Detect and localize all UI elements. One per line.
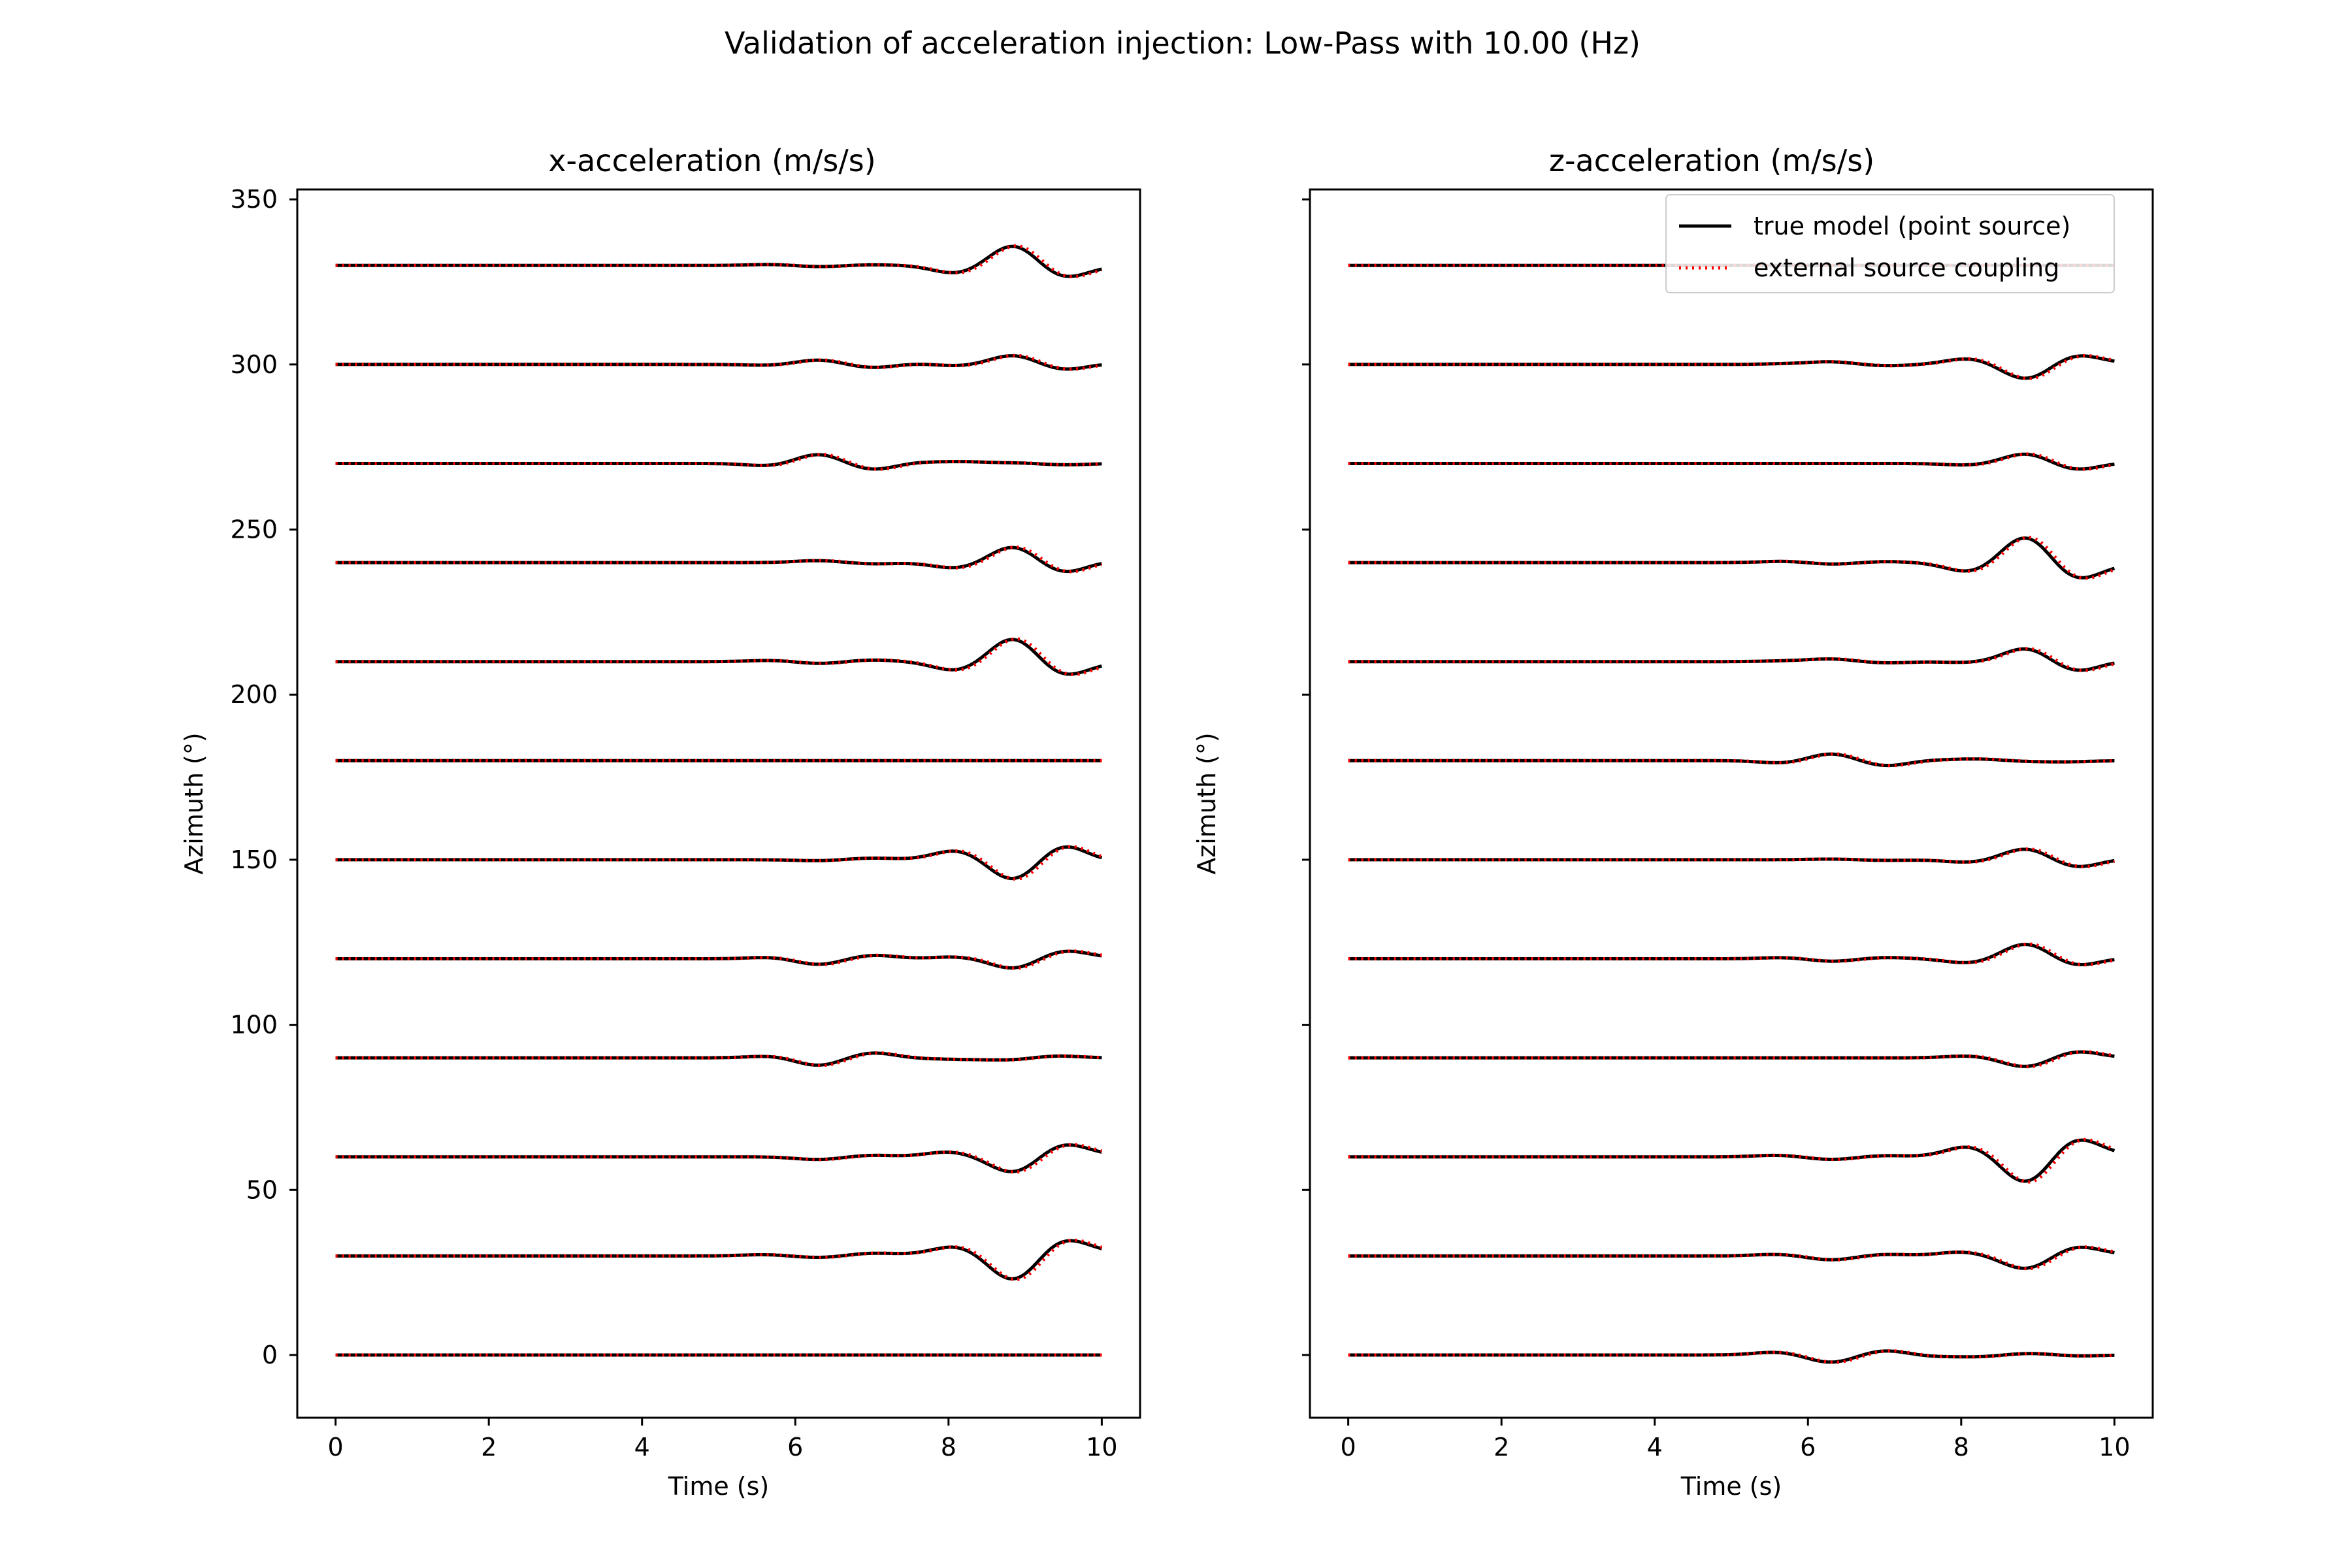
external-source-trace-270 (1348, 452, 2115, 471)
y-tick-label: 200 (230, 680, 278, 709)
true-model-trace-30 (1348, 1245, 2115, 1270)
y-tick-label: 250 (230, 515, 278, 544)
true-model-trace-270 (335, 453, 1102, 471)
z-acceleration-plot-frame (1309, 188, 2154, 1419)
true-model-trace-150 (1348, 847, 2115, 868)
external-source-trace-330 (335, 244, 1103, 278)
z-acceleration-y-axis-ticks (1302, 198, 1310, 1356)
y-tick-label: 0 (262, 1341, 278, 1369)
y-tick-label: 300 (230, 350, 278, 379)
external-source-trace-0 (1348, 1349, 2115, 1364)
true-model-trace-240 (335, 546, 1102, 574)
x-acceleration-plot-frame (296, 188, 1141, 1419)
true-model-trace-270 (1348, 452, 2115, 471)
z-acceleration-panel-title: z-acceleration (m/s/s) (1549, 143, 1874, 178)
true-model-trace-90 (1348, 1050, 2115, 1068)
external-source-trace-90 (335, 1051, 1102, 1068)
figure-title: Validation of acceleration injection: Lo… (725, 25, 1641, 61)
x-tick-label: 0 (328, 1433, 344, 1462)
true-model-trace-300 (335, 354, 1102, 371)
y-tick-label: 150 (230, 845, 278, 874)
x-tick-label: 6 (787, 1433, 803, 1462)
x-tick-label: 8 (941, 1433, 956, 1462)
x-acceleration-y-axis-ticks: 0 50 100 150 200 250 300 350 (230, 185, 297, 1369)
x-tick-label: 2 (481, 1433, 497, 1462)
true-model-trace-300 (1348, 354, 2115, 380)
true-model-trace-210 (1348, 647, 2115, 672)
y-tick-label: 350 (230, 185, 278, 214)
true-model-trace-120 (1348, 943, 2115, 966)
x-acceleration-x-axis-ticks: 0 2 4 6 8 10 (328, 1418, 1118, 1462)
true-model-trace-330 (335, 244, 1102, 278)
external-source-trace-300 (1348, 353, 2115, 380)
external-source-trace-150 (335, 845, 1103, 881)
legend-label-true-model: true model (point source) (1754, 212, 2070, 240)
z-acceleration-y-axis-label: Azimuth (°) (1192, 732, 1221, 874)
x-acceleration-panel: x-acceleration (m/s/s) 0 2 4 6 8 10 0 50 100 150… (180, 143, 1141, 1501)
y-tick-label: 50 (246, 1175, 278, 1204)
external-source-trace-60 (1348, 1137, 2115, 1184)
external-source-trace-30 (335, 1238, 1103, 1282)
z-acceleration-x-axis-label: Time (s) (1680, 1472, 1782, 1501)
x-acceleration-y-axis-label: Azimuth (°) (180, 732, 208, 874)
legend-label-external-source: external source coupling (1754, 253, 2059, 282)
x-tick-label: 8 (1953, 1433, 1969, 1462)
x-tick-label: 10 (1086, 1433, 1117, 1462)
external-source-trace-150 (1348, 847, 2115, 869)
external-source-trace-240 (335, 546, 1102, 574)
true-model-trace-210 (335, 638, 1102, 676)
legend: true model (point source) external sourc… (1665, 194, 2115, 293)
true-model-trace-60 (335, 1143, 1102, 1173)
x-tick-label: 0 (1341, 1433, 1356, 1462)
x-acceleration-panel-title: x-acceleration (m/s/s) (548, 143, 875, 178)
x-tick-label: 4 (634, 1433, 650, 1462)
z-acceleration-panel: z-acceleration (m/s/s) 0 2 4 6 8 10 Time (s) … (1192, 143, 2154, 1501)
z-acceleration-traces (1348, 263, 2115, 1364)
true-model-trace-30 (335, 1239, 1103, 1281)
external-source-trace-210 (1348, 647, 2115, 672)
x-acceleration-traces (335, 244, 1103, 1357)
external-source-trace-30 (1348, 1245, 2115, 1271)
x-tick-label: 4 (1647, 1433, 1663, 1462)
x-tick-label: 10 (2099, 1433, 2130, 1462)
external-source-trace-300 (335, 353, 1102, 371)
external-source-trace-180 (1348, 752, 2115, 768)
x-acceleration-x-axis-label: Time (s) (668, 1472, 770, 1501)
true-model-trace-150 (335, 845, 1103, 881)
y-tick-label: 100 (230, 1011, 278, 1039)
x-tick-label: 6 (1800, 1433, 1816, 1462)
z-acceleration-x-axis-ticks: 0 2 4 6 8 10 (1341, 1418, 2131, 1462)
legend-box (1665, 194, 2115, 293)
external-source-trace-210 (335, 637, 1103, 676)
true-model-trace-240 (1348, 536, 2115, 580)
true-model-trace-120 (335, 949, 1102, 970)
x-tick-label: 2 (1494, 1433, 1509, 1462)
true-model-trace-60 (1348, 1138, 2115, 1183)
external-source-trace-240 (1348, 535, 2115, 580)
